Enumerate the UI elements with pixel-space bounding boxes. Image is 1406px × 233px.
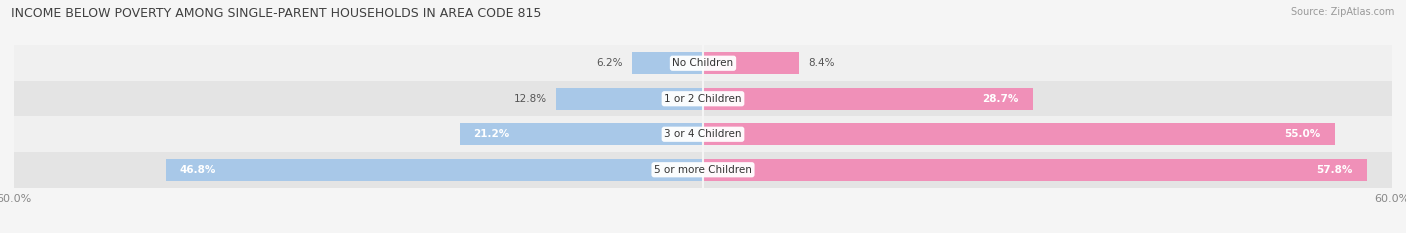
Text: 55.0%: 55.0% bbox=[1285, 129, 1320, 139]
Bar bbox=[14, 152, 1392, 188]
Bar bbox=[631, 52, 703, 74]
Text: 3 or 4 Children: 3 or 4 Children bbox=[664, 129, 742, 139]
Text: 6.2%: 6.2% bbox=[596, 58, 623, 68]
Text: Source: ZipAtlas.com: Source: ZipAtlas.com bbox=[1291, 7, 1395, 17]
Bar bbox=[166, 159, 703, 181]
Bar bbox=[460, 123, 703, 145]
Text: 8.4%: 8.4% bbox=[808, 58, 835, 68]
Text: 28.7%: 28.7% bbox=[983, 94, 1019, 104]
Bar bbox=[703, 52, 800, 74]
Text: 5 or more Children: 5 or more Children bbox=[654, 165, 752, 175]
Text: No Children: No Children bbox=[672, 58, 734, 68]
Bar bbox=[555, 88, 703, 110]
Bar bbox=[14, 116, 1392, 152]
Bar bbox=[703, 159, 1367, 181]
Text: 1 or 2 Children: 1 or 2 Children bbox=[664, 94, 742, 104]
Text: 46.8%: 46.8% bbox=[180, 165, 215, 175]
Bar bbox=[14, 45, 1392, 81]
Text: INCOME BELOW POVERTY AMONG SINGLE-PARENT HOUSEHOLDS IN AREA CODE 815: INCOME BELOW POVERTY AMONG SINGLE-PARENT… bbox=[11, 7, 541, 20]
Bar bbox=[703, 88, 1032, 110]
Text: 57.8%: 57.8% bbox=[1316, 165, 1353, 175]
Text: 21.2%: 21.2% bbox=[474, 129, 509, 139]
Bar bbox=[14, 81, 1392, 116]
Bar bbox=[703, 123, 1334, 145]
Text: 12.8%: 12.8% bbox=[513, 94, 547, 104]
